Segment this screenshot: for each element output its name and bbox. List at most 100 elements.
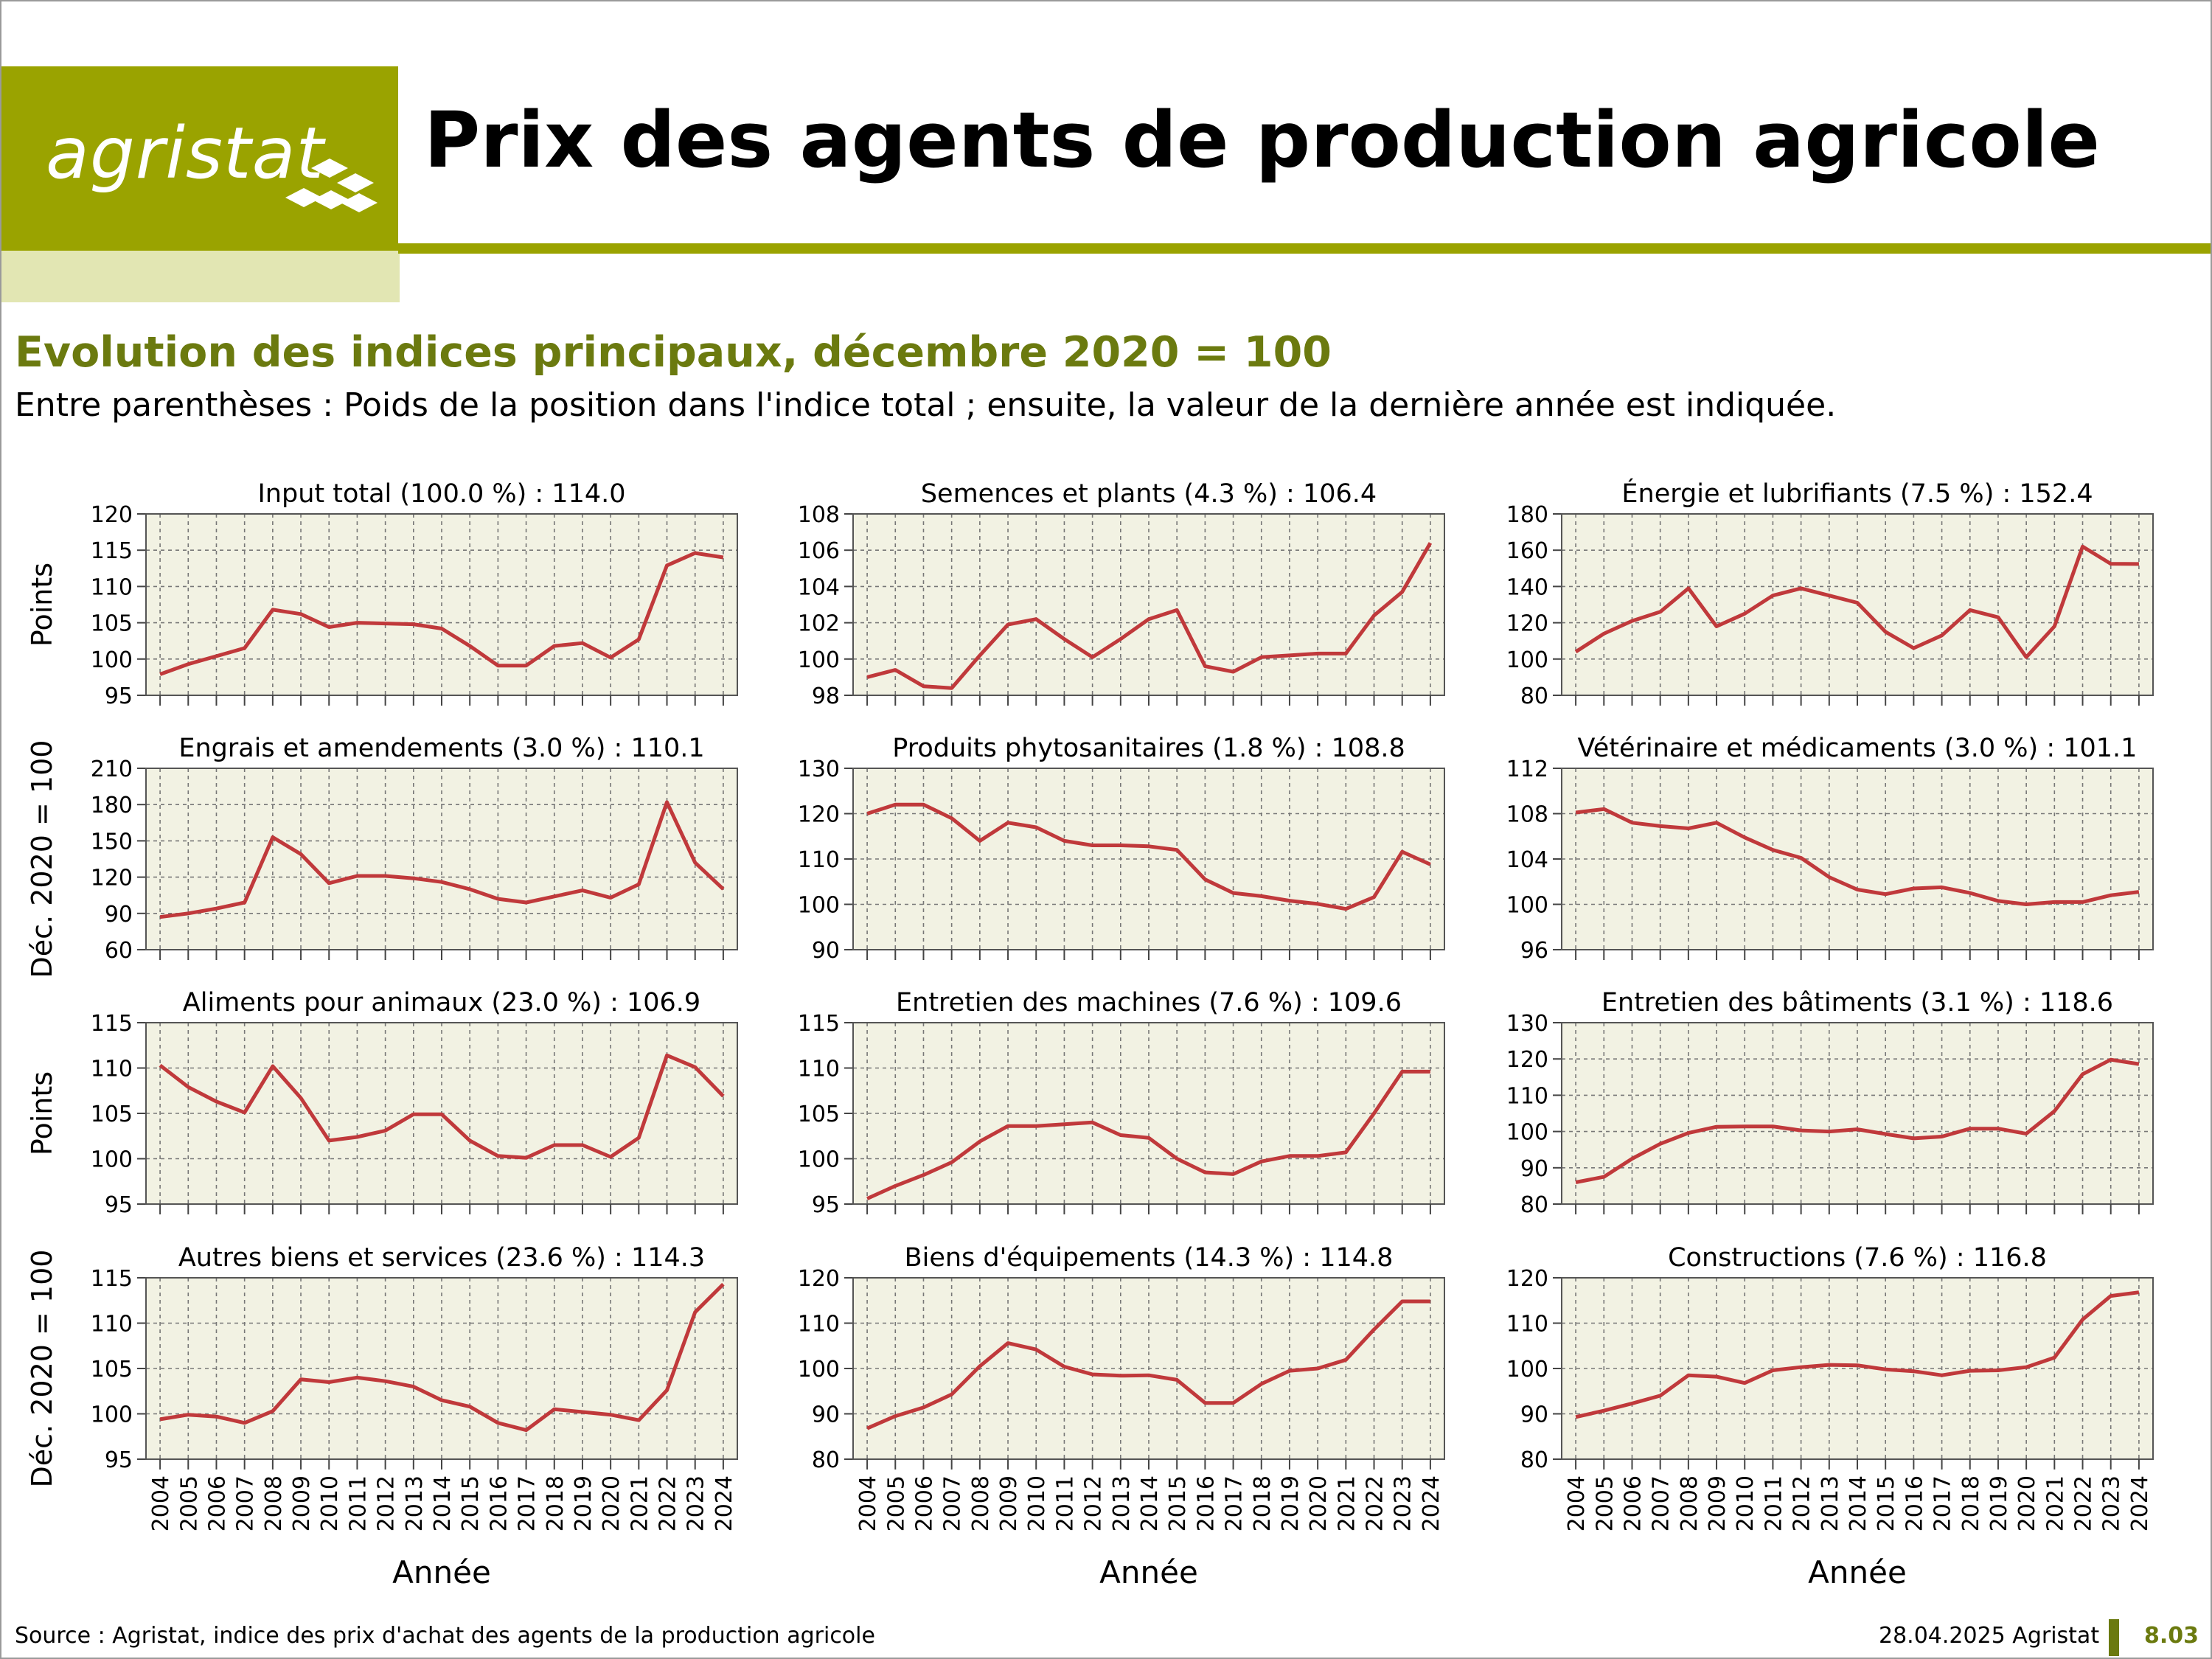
x-tick-label: 2021 (1334, 1475, 1360, 1531)
footer-bar (2109, 1619, 2119, 1656)
y-tick-label: 115 (91, 1266, 133, 1292)
section-subtitle: Evolution des indices principaux, décemb… (15, 328, 1332, 377)
x-axis-label: Année (392, 1554, 491, 1590)
y-tick-label: 90 (1520, 1402, 1548, 1428)
x-tick-label: 2022 (1363, 1475, 1388, 1531)
chart-8: 95 100 105 110 115 Entretien des machines (7.… (798, 988, 1445, 1218)
series-line (159, 551, 724, 676)
x-tick-label: 2006 (911, 1475, 937, 1531)
x-tick-label: 2012 (1081, 1475, 1107, 1531)
chart-4: 60 90 120 150 180 210 Engrais et amendements (… (91, 734, 738, 964)
series-line (1575, 807, 2140, 906)
series-line (159, 1053, 725, 1160)
x-tick-label: 2006 (1620, 1475, 1646, 1531)
y-tick-label: 80 (812, 1447, 840, 1473)
chart-7: 95 100 105 110 115 Aliments pour animaux (23.… (91, 988, 738, 1218)
y-tick-label: 95 (105, 684, 133, 709)
chart-1: 95 100 105 110 115 120 Input total (100.0 %) :… (91, 479, 738, 709)
x-tick-label: 2022 (655, 1475, 681, 1531)
y-tick-label: 110 (1506, 1312, 1548, 1338)
agristat-logo: agristat (1, 66, 398, 251)
y-tick-label: 210 (91, 757, 133, 782)
y-tick-label: 90 (812, 1402, 840, 1428)
x-tick-label: 2024 (2127, 1475, 2153, 1531)
x-tick-label: 2017 (1222, 1475, 1248, 1531)
section-note: Entre parenthèses : Poids de la position… (15, 386, 1837, 424)
y-tick-label: 100 (1506, 893, 1548, 919)
y-tick-label: 95 (812, 1192, 840, 1218)
x-tick-label: 2023 (1391, 1475, 1416, 1531)
x-tick-label: 2014 (1846, 1475, 1871, 1531)
y-axis-label: Points (26, 563, 58, 647)
chart-5: 90 100 110 120 130 Produits phytosanitaires (… (798, 734, 1445, 964)
y-tick-label: 108 (1506, 802, 1548, 828)
y-tick-label: 80 (1520, 1447, 1548, 1473)
y-tick-label: 105 (91, 1102, 133, 1127)
y-tick-label: 90 (105, 902, 133, 928)
y-tick-label: 105 (91, 1357, 133, 1382)
y-tick-label: 110 (798, 1057, 840, 1082)
y-tick-label: 112 (1506, 757, 1548, 782)
logo-text: agristat (46, 112, 325, 195)
x-tick-label: 2021 (627, 1475, 653, 1531)
x-axis-label: Année (1808, 1554, 1907, 1590)
x-axis-label: Année (1099, 1554, 1198, 1590)
x-tick-label: 2023 (2099, 1475, 2125, 1531)
x-tick-label: 2020 (599, 1475, 625, 1531)
x-tick-label: 2015 (1874, 1475, 1899, 1531)
x-tick-label: 2015 (458, 1475, 484, 1531)
series-line (866, 1069, 1430, 1200)
y-tick-label: 110 (798, 847, 840, 873)
y-tick-label: 80 (1520, 684, 1548, 709)
y-tick-label: 180 (1506, 502, 1548, 528)
x-tick-label: 2004 (1564, 1475, 1590, 1531)
chart-2: 98 100 102 104 106 108 Semences et plants (4.3… (798, 479, 1445, 709)
y-tick-label: 115 (91, 538, 133, 564)
chart-title: Biens d'équipements (14.3 %) : 114.8 (905, 1243, 1394, 1273)
x-tick-label: 2009 (1705, 1475, 1731, 1531)
chart-title: Constructions (7.6 %) : 116.8 (1668, 1243, 2047, 1273)
series-line (159, 800, 725, 919)
x-tick-label: 2020 (2014, 1475, 2040, 1531)
chart-6: 96 100 104 108 112 Vétérinaire et médicaments… (1506, 734, 2154, 964)
x-tick-label: 2007 (1649, 1475, 1674, 1531)
series-line (866, 542, 1433, 690)
chart-title: Engrais et amendements (3.0 %) : 110.1 (178, 734, 704, 763)
x-tick-label: 2010 (1024, 1475, 1050, 1531)
y-tick-label: 130 (1506, 1011, 1548, 1037)
x-tick-label: 2006 (204, 1475, 230, 1531)
y-axis-label: Déc. 2020 = 100 (26, 1250, 58, 1488)
page-number: 8.03 (2144, 1623, 2199, 1649)
y-tick-label: 104 (1506, 847, 1548, 873)
x-tick-label: 2008 (261, 1475, 287, 1531)
x-tick-label: 2023 (684, 1475, 709, 1531)
x-tick-label: 2008 (1677, 1475, 1703, 1531)
y-tick-label: 100 (798, 893, 840, 919)
x-tick-label: 2018 (1958, 1475, 1984, 1531)
x-tick-label: 2017 (515, 1475, 540, 1531)
x-tick-label: 2021 (2042, 1475, 2068, 1531)
y-tick-label: 90 (1520, 1156, 1548, 1182)
logo-underbar (1, 251, 400, 302)
y-tick-label: 95 (105, 1192, 133, 1218)
chart-title: Autres biens et services (23.6 %) : 114.… (178, 1243, 705, 1273)
y-tick-label: 102 (798, 611, 840, 637)
y-tick-label: 60 (105, 938, 133, 964)
x-tick-label: 2016 (1902, 1475, 1927, 1531)
x-tick-label: 2018 (1250, 1475, 1276, 1531)
y-tick-label: 100 (798, 1147, 840, 1173)
y-tick-label: 130 (798, 757, 840, 782)
x-tick-label: 2017 (1930, 1475, 1956, 1531)
x-tick-label: 2011 (1761, 1475, 1787, 1531)
y-tick-label: 100 (1506, 647, 1548, 673)
x-tick-label: 2007 (940, 1475, 966, 1531)
y-tick-label: 120 (91, 866, 133, 891)
y-tick-label: 110 (91, 1312, 133, 1338)
y-tick-label: 120 (1506, 611, 1548, 637)
x-tick-label: 2014 (430, 1475, 456, 1531)
y-tick-label: 160 (1506, 538, 1548, 564)
x-tick-label: 2005 (883, 1475, 909, 1531)
chart-title: Semences et plants (4.3 %) : 106.4 (921, 479, 1377, 509)
y-tick-label: 100 (91, 647, 133, 673)
y-tick-label: 110 (91, 1057, 133, 1082)
